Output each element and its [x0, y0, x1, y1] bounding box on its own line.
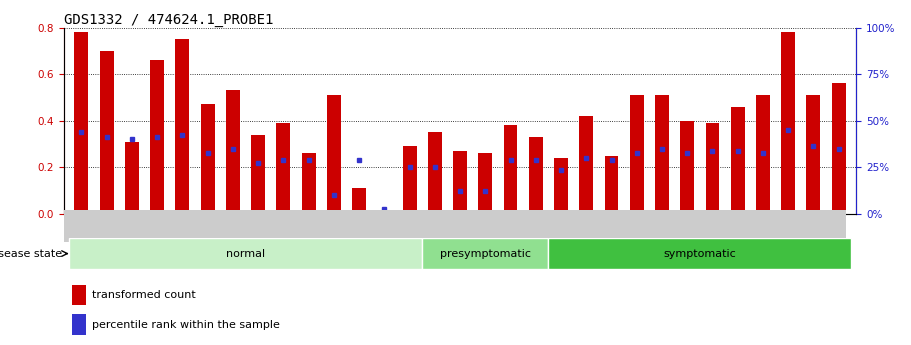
- Bar: [422, 238, 548, 269]
- Bar: [251, 135, 265, 214]
- Bar: [69, 238, 422, 269]
- Bar: [353, 188, 366, 214]
- Bar: [630, 95, 644, 214]
- Bar: [302, 153, 315, 214]
- Bar: [605, 156, 619, 214]
- Bar: [478, 153, 492, 214]
- Bar: [681, 121, 694, 214]
- Bar: [72, 314, 86, 335]
- Bar: [327, 95, 341, 214]
- Bar: [200, 105, 215, 214]
- Bar: [276, 123, 291, 214]
- Bar: [655, 95, 669, 214]
- Bar: [756, 95, 770, 214]
- Bar: [72, 285, 86, 306]
- Text: normal: normal: [226, 249, 265, 258]
- Bar: [731, 107, 744, 214]
- Bar: [579, 116, 593, 214]
- Text: percentile rank within the sample: percentile rank within the sample: [91, 319, 280, 329]
- Bar: [125, 142, 138, 214]
- Text: symptomatic: symptomatic: [663, 249, 736, 258]
- Bar: [705, 123, 720, 214]
- Bar: [529, 137, 543, 214]
- Bar: [403, 146, 416, 214]
- Bar: [806, 95, 821, 214]
- Text: GDS1332 / 474624.1_PROBE1: GDS1332 / 474624.1_PROBE1: [64, 12, 273, 27]
- Bar: [832, 83, 845, 214]
- Bar: [176, 39, 189, 214]
- Bar: [453, 151, 467, 214]
- Bar: [226, 90, 240, 214]
- Bar: [99, 51, 114, 214]
- Text: disease state: disease state: [0, 249, 63, 258]
- Bar: [504, 125, 517, 214]
- Text: transformed count: transformed count: [91, 290, 195, 300]
- Bar: [75, 32, 88, 214]
- Bar: [548, 238, 851, 269]
- Bar: [150, 60, 164, 214]
- Text: presymptomatic: presymptomatic: [440, 249, 531, 258]
- Bar: [782, 32, 795, 214]
- Bar: [428, 132, 442, 214]
- Bar: [554, 158, 568, 214]
